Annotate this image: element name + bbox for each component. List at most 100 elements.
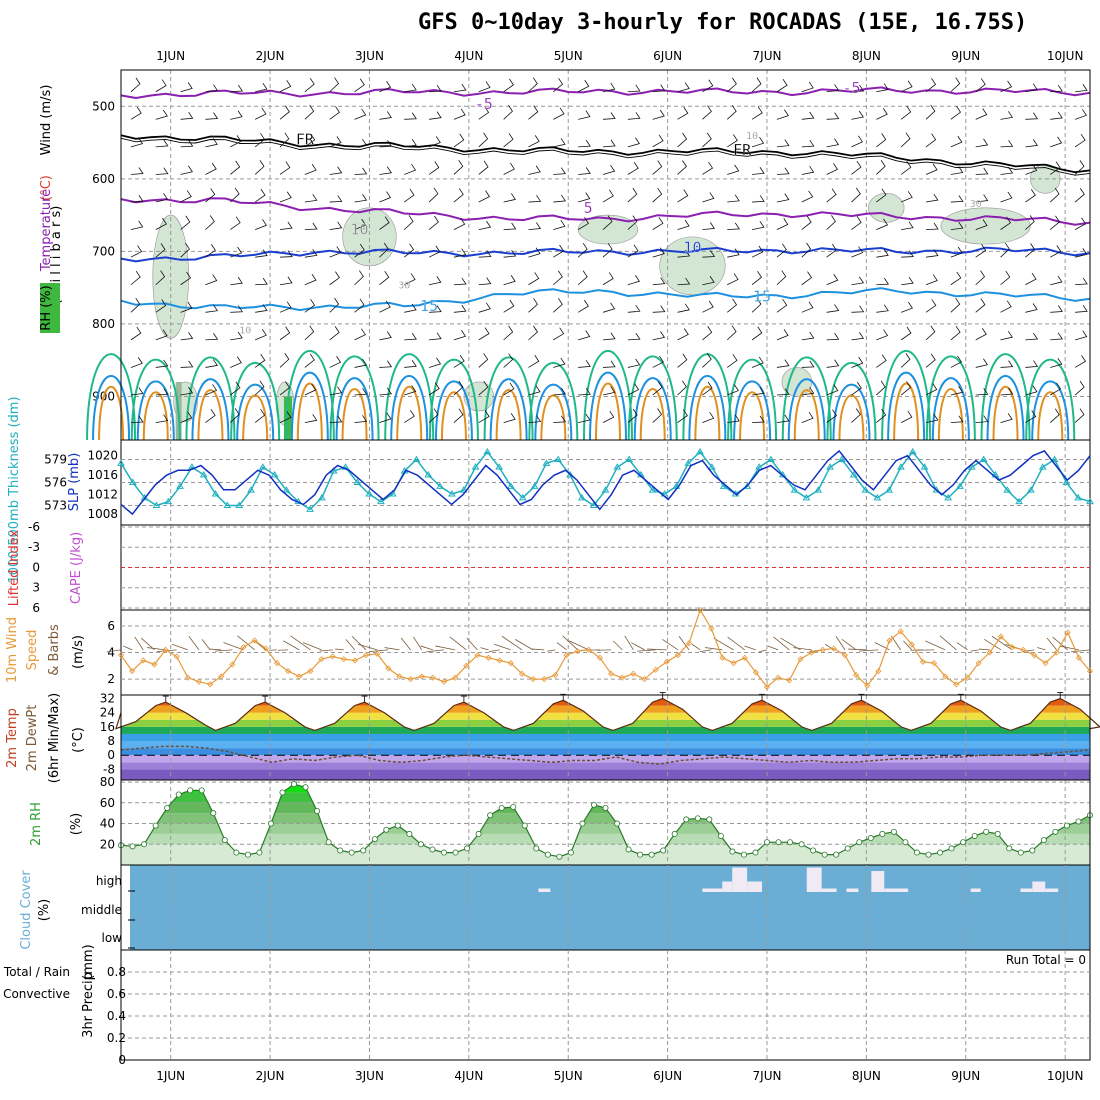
wind-barb	[453, 330, 467, 341]
wind-barb	[404, 112, 417, 120]
rh-point	[879, 830, 886, 837]
wind-barb	[155, 109, 168, 120]
wind-barb	[155, 388, 169, 396]
isotherm-FR	[120, 134, 1091, 174]
contour-label: FR	[296, 131, 315, 149]
wind-barb	[876, 108, 888, 120]
isotherm-convective	[594, 382, 621, 441]
wind-barb-10m	[223, 642, 244, 651]
isotherm-convective	[98, 386, 125, 441]
rh-point	[683, 816, 690, 823]
wind-barb-10m	[841, 639, 857, 651]
wind-barb	[751, 271, 763, 286]
isotherm-convective	[290, 371, 329, 441]
thickness-point	[542, 459, 551, 466]
rh-point	[579, 820, 586, 827]
wind-barb	[776, 79, 788, 93]
wind-barb	[230, 110, 243, 120]
rh-point	[694, 815, 701, 822]
wind-barb-10m	[480, 647, 489, 651]
wind-barb	[826, 384, 839, 396]
wind-barb	[304, 353, 315, 368]
wind-barb	[255, 219, 267, 230]
wind-point	[708, 625, 715, 632]
wind-barb	[130, 415, 144, 423]
rh-point	[429, 846, 436, 853]
wind-barb	[428, 408, 439, 423]
wind-barb	[950, 105, 962, 120]
wind-barb	[776, 298, 788, 313]
x-tick-label-bottom: 5JUN	[554, 1069, 583, 1083]
wind-barb	[180, 112, 194, 120]
wind-barb	[478, 277, 492, 286]
wind-barb	[429, 276, 442, 286]
wind-barb	[652, 217, 664, 230]
wind-barb	[975, 358, 989, 368]
wind-barb	[801, 387, 815, 396]
wind-barb	[751, 326, 763, 341]
wind-barb-10m	[134, 636, 144, 651]
wind-barb	[1000, 300, 1012, 313]
wind-barb	[130, 137, 144, 148]
wind-barb	[925, 222, 939, 231]
y-axis-unit-rh: (%)	[69, 813, 84, 836]
wind-barb	[503, 78, 514, 93]
wind-barb	[900, 105, 912, 120]
wind-barb-10m	[556, 642, 567, 651]
wind-barb-10m	[302, 642, 322, 651]
rh-point	[325, 839, 332, 846]
wind-barb	[180, 82, 193, 93]
wind-barb	[230, 135, 242, 148]
rh-point	[533, 845, 540, 852]
thickness-point	[802, 493, 811, 501]
wind-barb	[751, 245, 764, 258]
y-tick-label: 576	[44, 476, 67, 490]
contour-label: 10	[683, 239, 701, 257]
wind-barb	[627, 112, 641, 120]
wind-barb	[404, 332, 417, 341]
wind-point	[162, 646, 169, 653]
wind-barb	[478, 410, 490, 423]
wind-barb	[901, 276, 914, 286]
contour-label: -5	[842, 79, 860, 97]
wind-barb	[329, 271, 340, 286]
rh-point	[625, 846, 632, 853]
wind-barb	[1025, 164, 1038, 175]
wind-point	[407, 675, 414, 683]
thickness-point	[625, 455, 634, 462]
rh-point	[833, 851, 840, 858]
wind-barb	[925, 163, 938, 175]
wind-barb	[826, 304, 840, 313]
wind-barb	[925, 413, 939, 423]
isotherm-convective	[937, 388, 964, 441]
wind-barb-10m	[1046, 637, 1057, 651]
rh-point	[1006, 845, 1013, 852]
cloud-block-high	[970, 888, 981, 892]
wind-barb	[652, 277, 666, 286]
wind-barb-10m	[425, 649, 445, 653]
cloud-block-high	[1045, 888, 1059, 892]
wind-barb	[1075, 305, 1088, 313]
wind-barb-10m	[1071, 649, 1091, 653]
cloud-block-high	[538, 888, 551, 892]
x-tick-label-bottom: 3JUN	[355, 1069, 384, 1083]
wind-barb	[205, 274, 218, 286]
rh-point	[994, 830, 1001, 837]
wind-point	[329, 653, 336, 660]
wind-point	[117, 652, 125, 659]
wind-barb	[851, 187, 861, 203]
wind-point	[340, 656, 347, 663]
wind-barb	[478, 353, 489, 368]
wind-barb	[677, 409, 688, 423]
wind-barb	[379, 360, 393, 368]
rh-point	[440, 849, 447, 856]
contour-label: 30	[970, 199, 982, 210]
wind-barb-10m	[466, 637, 478, 651]
wind-barb	[751, 77, 762, 93]
wind-barb	[354, 243, 365, 258]
wind-barb	[528, 385, 541, 396]
wind-barb	[230, 331, 243, 341]
wind-barb	[1074, 109, 1088, 120]
rh-point	[417, 841, 424, 848]
wind-barb	[429, 305, 442, 313]
